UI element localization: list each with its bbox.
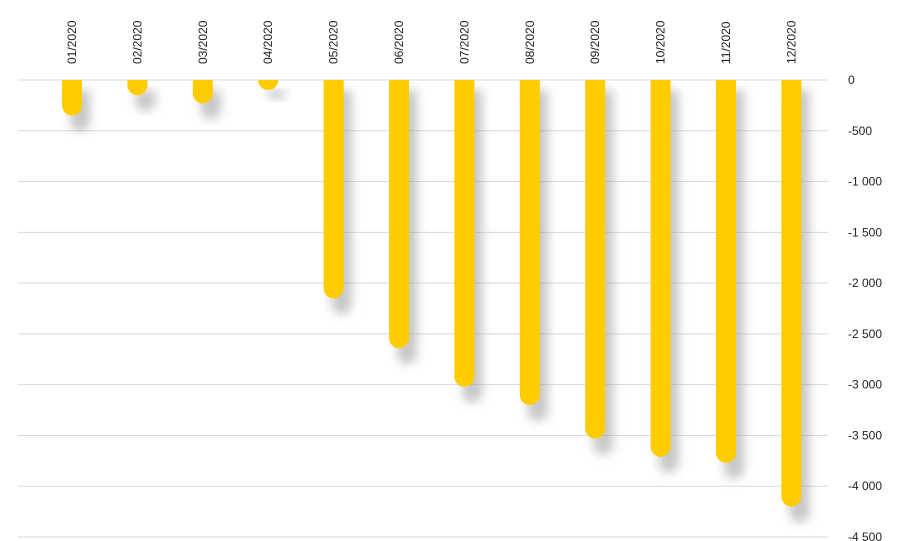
category-label: 11/2020: [719, 21, 733, 64]
y-tick-label: -3 500: [848, 428, 882, 442]
category-label: 03/2020: [196, 20, 210, 64]
category-label: 09/2020: [588, 20, 602, 64]
y-tick-label: -4 000: [848, 479, 882, 493]
y-axis-tick-labels: 0 -500 -1 000 -1 500 -2 000 -2 500 -3 000 -3 50…: [848, 73, 882, 541]
y-tick-label: -2 000: [848, 276, 882, 290]
category-label: 06/2020: [392, 20, 406, 64]
bar-06-2020: [389, 80, 409, 349]
category-label: 10/2020: [654, 20, 668, 64]
bar-shadows: [70, 90, 810, 523]
bar-11-2020: [716, 80, 736, 463]
category-label: 12/2020: [784, 20, 798, 64]
bar-03-2020: [192, 80, 213, 104]
y-tick-label: -500: [848, 124, 872, 138]
bar-shadow: [266, 90, 287, 100]
bar-12-2020: [781, 80, 802, 507]
bar-07-2020: [454, 80, 475, 387]
y-tick-label: -1 500: [848, 225, 882, 239]
bar-04-2020: [258, 80, 279, 90]
category-label: 04/2020: [261, 20, 275, 64]
y-tick-label: -1 000: [848, 175, 882, 189]
category-label: 02/2020: [130, 20, 144, 64]
y-tick-label: 0: [848, 73, 855, 87]
gridlines: [18, 79, 828, 538]
bar-08-2020: [519, 80, 540, 405]
bar-05-2020: [323, 80, 344, 299]
bar-shadow: [135, 90, 156, 112]
y-tick-label: -2 500: [848, 327, 882, 341]
y-tick-label: -4 500: [848, 530, 882, 541]
bar-10-2020: [650, 80, 671, 457]
category-label: 01/2020: [65, 20, 79, 64]
category-label: 08/2020: [523, 20, 537, 64]
category-label: 05/2020: [327, 20, 341, 64]
y-tick-label: -3 000: [848, 378, 882, 392]
bar-01-2020: [62, 80, 82, 116]
bars: [62, 80, 802, 507]
category-labels: 01/2020 02/2020 03/2020 04/2020 05/2020 06/20…: [65, 20, 798, 64]
category-label: 07/2020: [457, 20, 471, 64]
bar-09-2020: [585, 80, 606, 439]
bar-02-2020: [127, 80, 148, 96]
